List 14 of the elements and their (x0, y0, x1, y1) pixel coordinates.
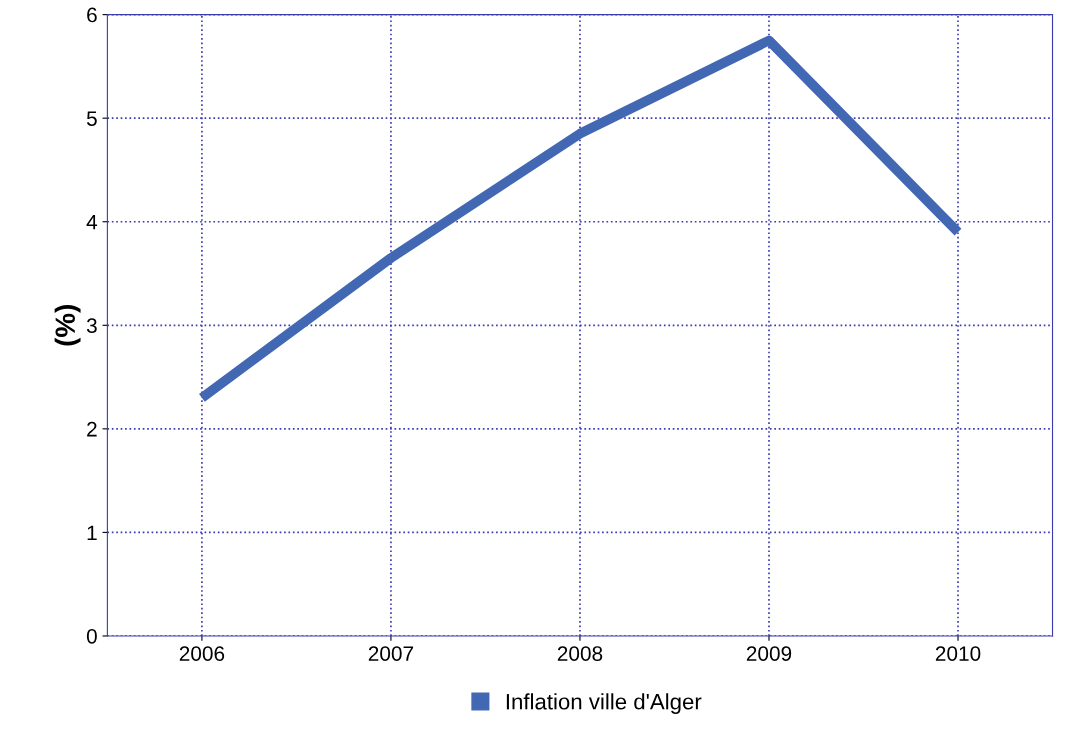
y-tick-label: 3 (86, 318, 97, 334)
y-axis-title: (%) (54, 305, 81, 346)
legend-label: Inflation ville d'Alger (506, 693, 702, 714)
y-tick-label: 1 (87, 525, 97, 540)
y-tick-label: 2 (87, 421, 97, 437)
x-tick-label: 2010 (935, 646, 981, 661)
x-tick-label: 2008 (557, 646, 603, 661)
y-tick-label: 5 (86, 111, 97, 126)
y-tick-label: 4 (86, 214, 98, 230)
x-tick-label: 2006 (179, 646, 225, 661)
y-tick-label: 0 (86, 628, 97, 644)
y-tick-label: 6 (87, 7, 97, 23)
x-tick-label: 2007 (368, 646, 414, 661)
x-tick-label: 2009 (746, 646, 792, 661)
